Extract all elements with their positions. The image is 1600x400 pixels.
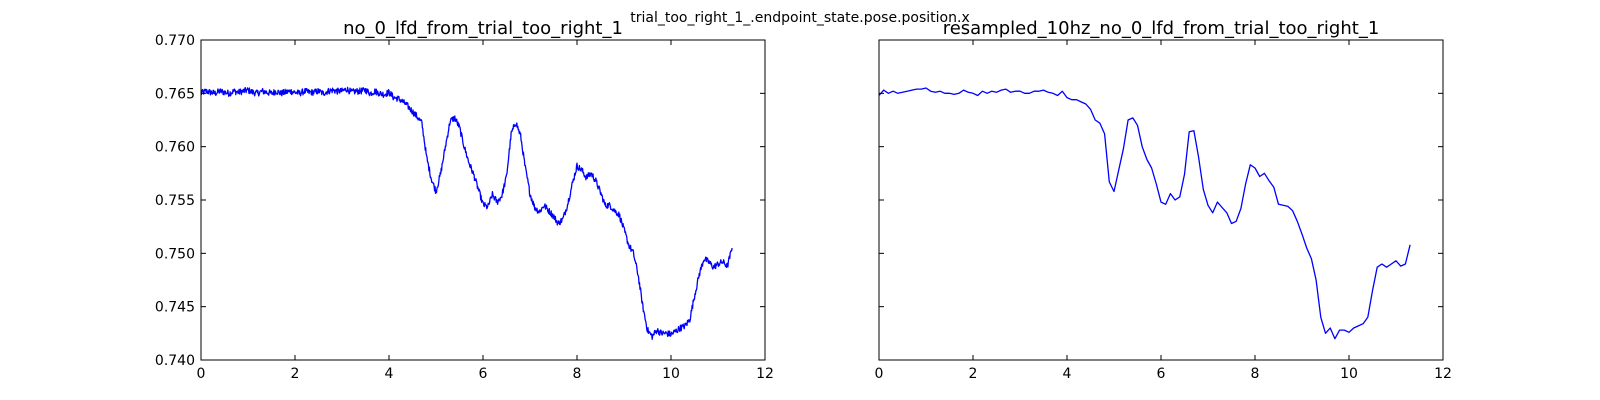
series-line	[200, 86, 733, 340]
y-tick-label: 0.745	[155, 300, 195, 316]
y-tick-label: 0.770	[155, 33, 195, 49]
x-tick-label: 6	[479, 366, 488, 382]
x-tick-label: 12	[1434, 366, 1452, 382]
y-tick-label: 0.760	[155, 140, 195, 156]
y-tick-label: 0.755	[155, 193, 195, 209]
x-tick-label: 8	[573, 366, 582, 382]
x-tick-label: 2	[969, 366, 978, 382]
x-tick-label: 10	[662, 366, 680, 382]
x-tick-label: 2	[291, 366, 300, 382]
x-tick-label: 10	[1340, 366, 1358, 382]
y-tick-label: 0.740	[155, 353, 195, 369]
right-line-plot: resampled_10hz_no_0_lfd_from_trial_too_r…	[875, 18, 1452, 382]
x-tick-label: 6	[1157, 366, 1166, 382]
figure-title: trial_too_right_1_.endpoint_state.pose.p…	[630, 10, 969, 26]
plot-title: resampled_10hz_no_0_lfd_from_trial_too_r…	[943, 18, 1380, 39]
x-tick-label: 8	[1251, 366, 1260, 382]
left-line-plot: no_0_lfd_from_trial_too_right_1 0 2 4 6 8 10 12…	[155, 18, 774, 382]
x-tick-label: 0	[197, 366, 206, 382]
x-tick-label: 0	[875, 366, 884, 382]
y-tick-label: 0.750	[155, 246, 195, 262]
x-tick-label: 4	[385, 366, 394, 382]
axes-frame	[200, 39, 766, 361]
y-tick-label: 0.765	[155, 86, 195, 102]
x-tick-label: 12	[756, 366, 774, 382]
x-tick-label: 4	[1063, 366, 1072, 382]
series-line	[878, 87, 1411, 340]
plot-title: no_0_lfd_from_trial_too_right_1	[343, 18, 623, 39]
